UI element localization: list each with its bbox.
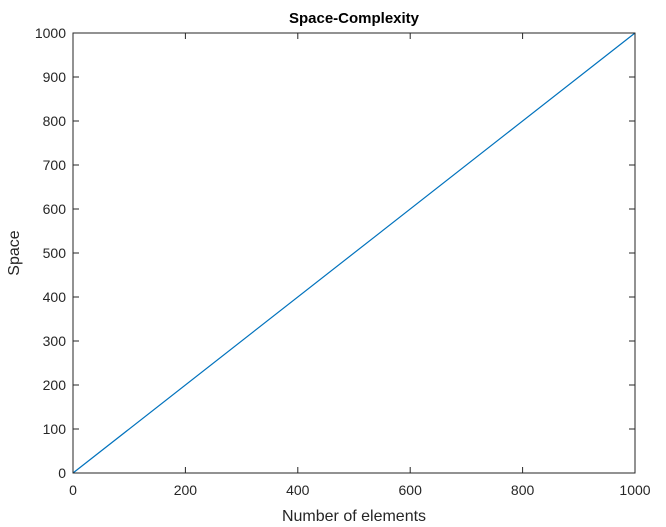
plot-area: 0 200 400 600 800 1000 0 100 200 300 400 500 600 700 8… (35, 25, 651, 498)
y-tick-label: 400 (43, 289, 67, 305)
x-tick-label: 200 (174, 482, 198, 498)
x-tick-label: 800 (511, 482, 535, 498)
x-tick-label: 0 (69, 482, 77, 498)
y-axis-label: Space (6, 230, 23, 275)
x-axis-label: Number of elements (282, 508, 426, 525)
y-tick-label: 800 (43, 113, 67, 129)
y-tick-label: 500 (43, 245, 67, 261)
x-tick-label: 600 (399, 482, 423, 498)
x-tick-label: 400 (286, 482, 310, 498)
y-tick-label: 1000 (35, 25, 66, 41)
y-tick-label: 100 (43, 421, 67, 437)
y-tick-label: 600 (43, 201, 67, 217)
y-tick-label: 0 (58, 465, 66, 481)
y-tick-label: 300 (43, 333, 67, 349)
y-tick-label: 200 (43, 377, 67, 393)
chart-title: Space-Complexity (289, 10, 420, 27)
y-tick-label: 700 (43, 157, 67, 173)
axes-box (72, 32, 636, 474)
x-tick-label: 1000 (619, 482, 650, 498)
y-tick-label: 900 (43, 69, 67, 85)
series-line (72, 32, 636, 474)
